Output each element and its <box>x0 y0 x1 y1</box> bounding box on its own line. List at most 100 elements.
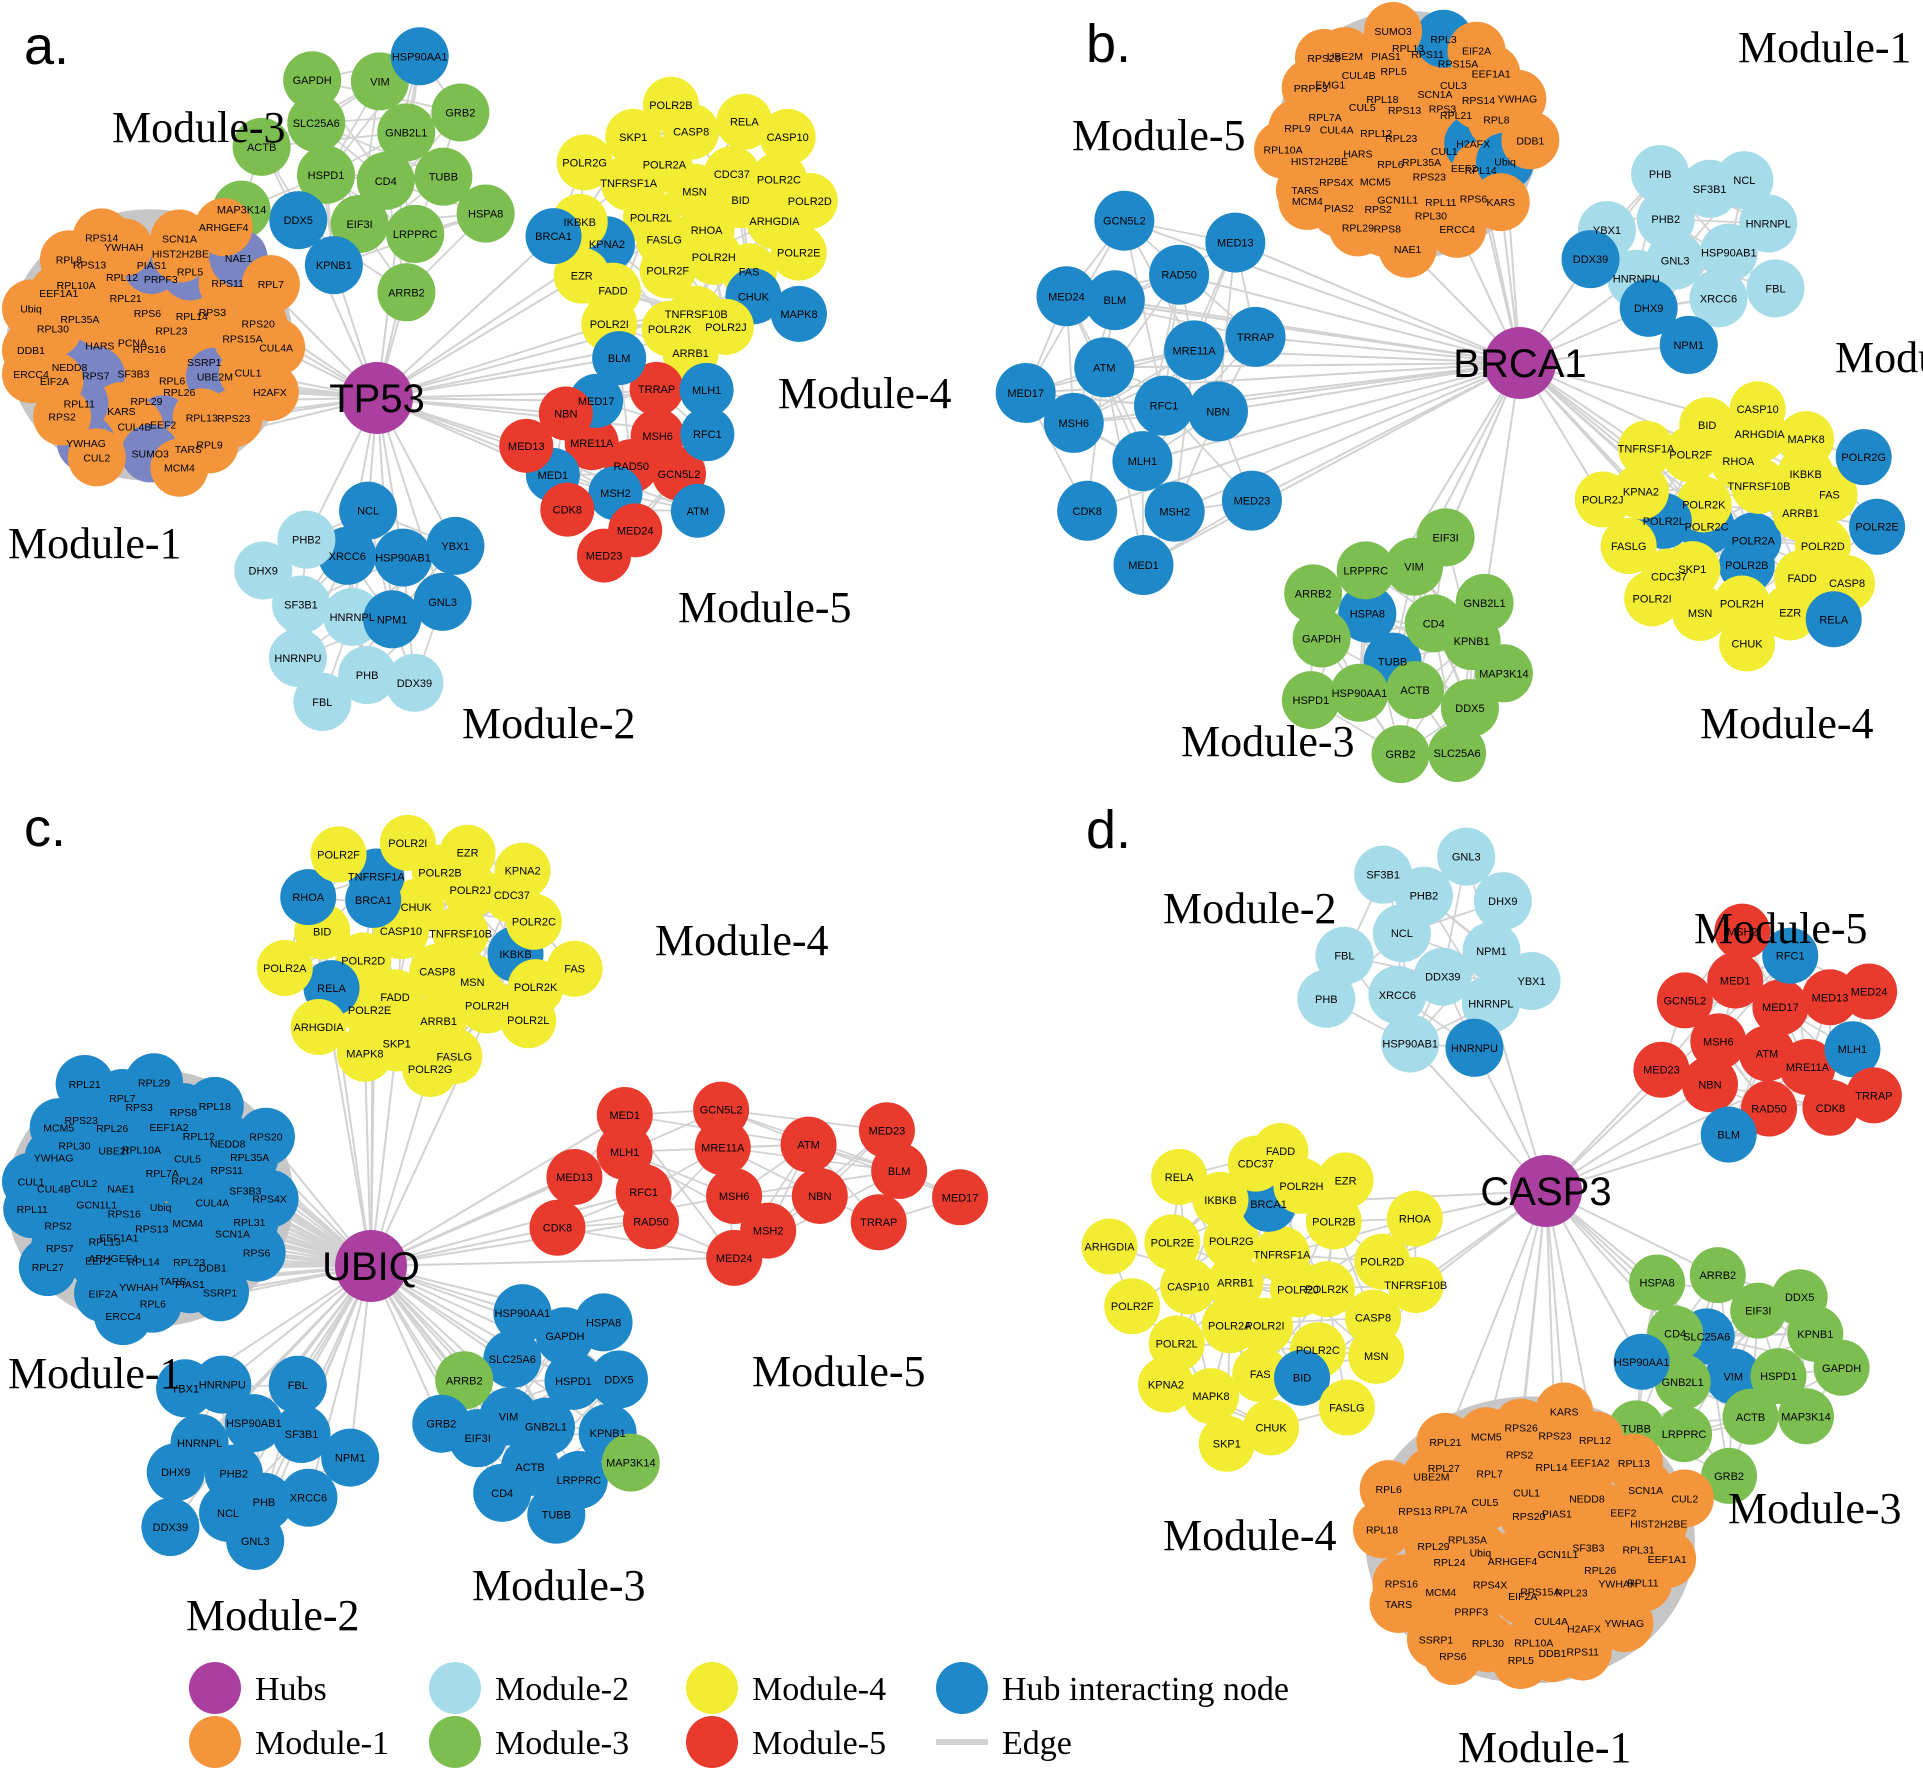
node-d-RPL13[interactable] <box>1604 1433 1663 1492</box>
node-d-EZR[interactable] <box>1317 1152 1374 1209</box>
node-b-HNRNPL[interactable] <box>1739 194 1798 253</box>
node-a-PHB[interactable] <box>338 646 397 705</box>
node-d-CDK8[interactable] <box>1802 1079 1859 1136</box>
node-b-POLR2I[interactable] <box>1624 570 1681 627</box>
node-d-HSP90AB1[interactable] <box>1381 1014 1440 1073</box>
node-d-HNRNPU[interactable] <box>1445 1018 1504 1077</box>
node-b-EIF2A[interactable] <box>1447 21 1506 80</box>
node-b-MCM4[interactable] <box>1278 171 1337 230</box>
node-a-POLR2B[interactable] <box>642 76 699 133</box>
node-a-MED13[interactable] <box>499 418 554 473</box>
node-c-NPM1[interactable] <box>321 1428 380 1487</box>
node-d-RPS6[interactable] <box>1423 1626 1482 1685</box>
node-c-RAD50[interactable] <box>622 1193 679 1250</box>
node-b-RELA[interactable] <box>1805 591 1862 648</box>
node-a-POLR2E[interactable] <box>770 224 827 281</box>
node-c-SF3B1[interactable] <box>272 1404 331 1463</box>
node-c-MAP3K14[interactable] <box>601 1433 660 1492</box>
node-a-SLC25A6[interactable] <box>287 94 346 153</box>
node-b-MSN[interactable] <box>1672 585 1729 642</box>
node-d-RPL21[interactable] <box>1416 1412 1475 1471</box>
node-a-POLR2F[interactable] <box>639 242 696 299</box>
node-c-MSH6[interactable] <box>706 1168 763 1225</box>
node-d-BID[interactable] <box>1274 1349 1331 1406</box>
node-c-XRCC6[interactable] <box>279 1468 338 1527</box>
node-d-TNFRSF10B[interactable] <box>1387 1257 1444 1314</box>
node-b-NCL[interactable] <box>1715 151 1774 210</box>
node-d-MAPK8[interactable] <box>1183 1368 1240 1425</box>
node-d-POLR2F[interactable] <box>1104 1278 1161 1335</box>
node-d-DHX9[interactable] <box>1473 872 1532 931</box>
node-c-MCM5[interactable] <box>29 1098 88 1157</box>
node-c-ARHGDIA[interactable] <box>290 999 347 1056</box>
node-d-POLR2K[interactable] <box>1298 1261 1355 1318</box>
node-c-CD4[interactable] <box>473 1463 532 1522</box>
node-d-HSPA8[interactable] <box>1629 1254 1686 1311</box>
node-c-KPNA2[interactable] <box>494 842 551 899</box>
node-d-KARS[interactable] <box>1535 1382 1594 1441</box>
node-c-CDK8[interactable] <box>529 1199 586 1256</box>
node-a-CDK8[interactable] <box>540 482 595 537</box>
node-d-POLR2A[interactable] <box>1201 1297 1258 1354</box>
node-d-TNFRSF1A[interactable] <box>1253 1226 1310 1283</box>
node-d-RELA[interactable] <box>1151 1148 1208 1205</box>
node-d-RPL5[interactable] <box>1491 1630 1550 1689</box>
node-a-BLM[interactable] <box>592 331 647 386</box>
node-a-NCL[interactable] <box>339 481 398 540</box>
node-a-ARRB2[interactable] <box>377 263 436 322</box>
node-c-RPL18[interactable] <box>185 1076 244 1135</box>
node-b-HSPD1[interactable] <box>1281 671 1340 730</box>
node-a-TRRAP[interactable] <box>629 361 684 416</box>
node-c-GNL3[interactable] <box>226 1511 285 1570</box>
node-b-MSH2[interactable] <box>1144 481 1205 542</box>
node-d-SKP1[interactable] <box>1198 1415 1255 1472</box>
node-d-RPL6[interactable] <box>1359 1460 1418 1519</box>
hub-CASP3[interactable] <box>1510 1155 1582 1227</box>
node-b-XRCC6[interactable] <box>1689 269 1748 328</box>
node-d-RHOA[interactable] <box>1386 1190 1443 1247</box>
node-c-FBL[interactable] <box>268 1355 327 1414</box>
node-d-MSN[interactable] <box>1348 1327 1405 1384</box>
node-b-GNB2L1[interactable] <box>1455 573 1514 632</box>
node-d-NBN[interactable] <box>1681 1056 1738 1113</box>
node-b-MSH6[interactable] <box>1043 392 1104 453</box>
node-b-SLC25A6[interactable] <box>1428 723 1487 782</box>
node-d-ARRB1[interactable] <box>1207 1254 1264 1311</box>
node-b-RFC1[interactable] <box>1134 375 1195 436</box>
node-c-NBN[interactable] <box>791 1167 848 1224</box>
node-a-CD4[interactable] <box>356 151 415 210</box>
node-d-RPS11[interactable] <box>1553 1622 1612 1681</box>
node-a-HSPD1[interactable] <box>297 145 356 204</box>
node-a-HSPA8[interactable] <box>456 184 515 243</box>
node-b-POLR2E[interactable] <box>1849 498 1906 555</box>
node-a-DDX39[interactable] <box>385 653 444 712</box>
node-c-TUBB[interactable] <box>527 1485 586 1544</box>
node-d-GRB2[interactable] <box>1701 1447 1758 1504</box>
node-a-HNRNPU[interactable] <box>268 628 327 687</box>
node-d-ACTB[interactable] <box>1722 1388 1779 1445</box>
node-d-GCN5L2[interactable] <box>1656 972 1713 1029</box>
node-d-FADD[interactable] <box>1252 1123 1309 1180</box>
node-c-HSP90AA1[interactable] <box>493 1284 552 1343</box>
node-b-DDB1[interactable] <box>1501 111 1560 170</box>
node-b-DHX9[interactable] <box>1619 278 1678 337</box>
node-d-RAD50[interactable] <box>1741 1080 1798 1137</box>
node-c-EZR[interactable] <box>439 824 496 881</box>
node-d-YBX1[interactable] <box>1502 951 1561 1010</box>
node-a-FBL[interactable] <box>293 672 352 731</box>
node-a-RELA[interactable] <box>716 93 773 150</box>
node-b-MED13[interactable] <box>1205 212 1266 273</box>
node-b-FBL[interactable] <box>1746 259 1805 318</box>
node-d-HSP90AA1[interactable] <box>1613 1333 1670 1390</box>
node-b-RPS26[interactable] <box>1294 29 1353 88</box>
node-a-MAPK8[interactable] <box>770 285 827 342</box>
node-d-CUL2[interactable] <box>1655 1469 1714 1528</box>
node-c-RPS4X[interactable] <box>240 1169 299 1228</box>
node-a-ATM[interactable] <box>670 483 725 538</box>
node-b-HSPA8[interactable] <box>1338 584 1397 643</box>
node-c-YBX1[interactable] <box>156 1359 215 1418</box>
node-b-EZR[interactable] <box>1762 584 1819 641</box>
node-c-ATM[interactable] <box>780 1116 837 1173</box>
node-b-RPL10A[interactable] <box>1254 120 1313 179</box>
node-a-RPS14[interactable] <box>72 208 131 267</box>
